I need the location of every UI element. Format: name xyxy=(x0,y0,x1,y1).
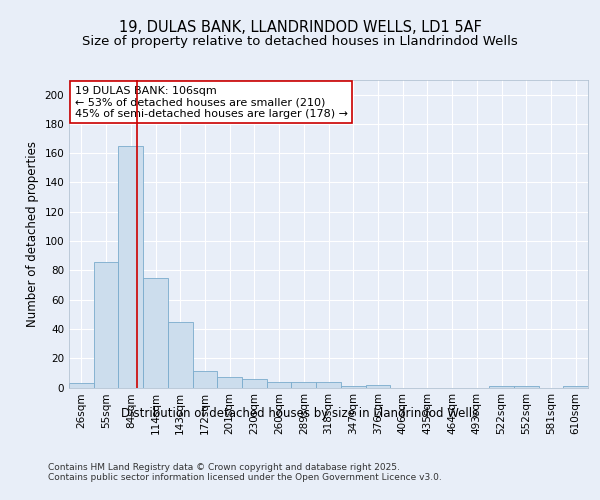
Bar xyxy=(69,383,94,388)
Bar xyxy=(217,377,242,388)
Bar xyxy=(143,278,168,388)
Bar xyxy=(267,382,292,388)
Text: Contains HM Land Registry data © Crown copyright and database right 2025.
Contai: Contains HM Land Registry data © Crown c… xyxy=(48,462,442,482)
Bar xyxy=(341,386,365,388)
Bar xyxy=(514,386,539,388)
Bar xyxy=(168,322,193,388)
Bar xyxy=(94,262,118,388)
Bar xyxy=(193,372,217,388)
Bar xyxy=(316,382,341,388)
Text: 19, DULAS BANK, LLANDRINDOD WELLS, LD1 5AF: 19, DULAS BANK, LLANDRINDOD WELLS, LD1 5… xyxy=(119,20,481,35)
Bar xyxy=(292,382,316,388)
Text: 19 DULAS BANK: 106sqm
← 53% of detached houses are smaller (210)
45% of semi-det: 19 DULAS BANK: 106sqm ← 53% of detached … xyxy=(74,86,347,119)
Text: Distribution of detached houses by size in Llandrindod Wells: Distribution of detached houses by size … xyxy=(121,408,479,420)
Bar xyxy=(489,386,514,388)
Bar xyxy=(118,146,143,388)
Bar xyxy=(563,386,588,388)
Text: Size of property relative to detached houses in Llandrindod Wells: Size of property relative to detached ho… xyxy=(82,35,518,48)
Bar xyxy=(365,384,390,388)
Bar xyxy=(242,378,267,388)
Y-axis label: Number of detached properties: Number of detached properties xyxy=(26,141,39,327)
